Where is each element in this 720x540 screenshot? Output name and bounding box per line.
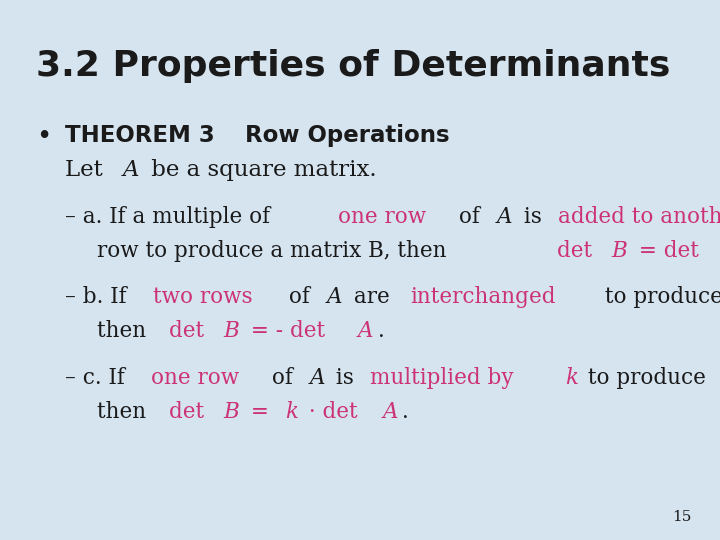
Text: are: are: [346, 286, 396, 308]
Text: det: det: [169, 320, 212, 342]
Text: one row: one row: [151, 367, 239, 389]
Text: B: B: [611, 240, 627, 262]
Text: 15: 15: [672, 510, 691, 524]
Text: of: of: [265, 367, 300, 389]
Text: A: A: [382, 401, 398, 423]
Text: added to another: added to another: [558, 206, 720, 228]
Text: A: A: [497, 206, 513, 228]
Text: – c. If: – c. If: [65, 367, 132, 389]
Text: to produce: to produce: [582, 367, 714, 389]
Text: = - det: = - det: [244, 320, 332, 342]
Text: .: .: [402, 401, 409, 423]
Text: of: of: [452, 206, 487, 228]
Text: · det: · det: [302, 401, 364, 423]
Text: Let: Let: [65, 159, 109, 181]
Text: Row Operations: Row Operations: [245, 124, 449, 147]
Text: B: B: [224, 401, 240, 423]
Text: .: .: [377, 320, 384, 342]
Text: B: B: [224, 320, 240, 342]
Text: two rows: two rows: [153, 286, 253, 308]
Text: =: =: [244, 401, 276, 423]
Text: then: then: [97, 401, 153, 423]
Text: – a. If a multiple of: – a. If a multiple of: [65, 206, 276, 228]
Text: det: det: [557, 240, 599, 262]
Text: of: of: [282, 286, 317, 308]
Text: – b. If: – b. If: [65, 286, 133, 308]
Text: row to produce a matrix B, then: row to produce a matrix B, then: [97, 240, 454, 262]
Text: is: is: [517, 206, 549, 228]
Text: A: A: [358, 320, 373, 342]
Text: then: then: [97, 320, 153, 342]
Text: to produce: to produce: [598, 286, 720, 308]
Text: be a square matrix.: be a square matrix.: [144, 159, 377, 181]
Text: 3.2 Properties of Determinants: 3.2 Properties of Determinants: [36, 49, 670, 83]
Text: det: det: [169, 401, 212, 423]
Text: = det: = det: [631, 240, 706, 262]
Text: is: is: [330, 367, 361, 389]
Text: interchanged: interchanged: [410, 286, 556, 308]
Text: multiplied by: multiplied by: [371, 367, 521, 389]
Text: A: A: [310, 367, 325, 389]
Text: •: •: [36, 124, 51, 150]
Text: one row: one row: [338, 206, 426, 228]
Text: k: k: [285, 401, 298, 423]
Text: THEOREM 3: THEOREM 3: [65, 124, 215, 147]
Text: A: A: [327, 286, 342, 308]
Text: A: A: [123, 159, 140, 181]
Text: k: k: [564, 367, 577, 389]
